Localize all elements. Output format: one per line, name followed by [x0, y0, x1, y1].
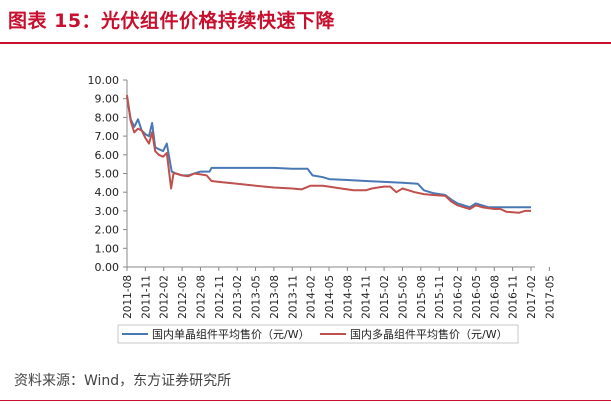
- x-tick-label: 2012-08: [195, 275, 207, 319]
- x-tick-label: 2015-05: [397, 275, 409, 319]
- x-tick-label: 2017-05: [544, 275, 556, 319]
- figure-title: 图表 15：光伏组件价格持续快速下降: [8, 10, 336, 32]
- x-tick-label: 2017-02: [526, 275, 538, 319]
- x-tick-label: 2016-05: [471, 275, 483, 319]
- y-axis: 0.00 1.00 2.00 3.00 4.00 5.00 6.00 7.00 8.00 9.00…: [88, 74, 128, 274]
- y-tick-label: 3.00: [95, 205, 120, 218]
- y-tick-label: 10.00: [88, 74, 120, 87]
- x-tick-label: 2014-02: [306, 275, 318, 319]
- x-tick-label: 2016-02: [453, 275, 465, 319]
- x-tick-label: 2015-02: [379, 275, 391, 319]
- x-tick-label: 2013-02: [232, 275, 244, 319]
- legend-box: [117, 324, 519, 344]
- y-tick-label: 5.00: [95, 168, 120, 181]
- y-tick-label: 7.00: [95, 130, 120, 143]
- y-tick-label: 6.00: [95, 149, 120, 162]
- y-tick-label: 9.00: [95, 93, 120, 106]
- legend: 国内单晶组件平均售价（元/W） 国内多晶组件平均售价（元/W）: [117, 324, 519, 344]
- source-note: 资料来源：Wind，东方证券研究所: [14, 373, 232, 389]
- title-divider: [0, 42, 611, 44]
- y-tick-label: 0.00: [95, 261, 120, 274]
- x-tick-label: 2016-08: [489, 275, 501, 319]
- series-line-1: [126, 96, 531, 209]
- series-lines: [126, 94, 531, 214]
- legend-label-2: 国内多晶组件平均售价（元/W）: [350, 327, 508, 341]
- x-tick-label: 2015-08: [416, 275, 428, 319]
- x-tick-label: 2015-11: [434, 275, 446, 319]
- y-tick-label: 8.00: [95, 111, 120, 124]
- x-tick-label: 2016-11: [508, 275, 520, 319]
- x-tick-label: 2013-05: [251, 275, 263, 319]
- x-axis: 2011-08 2011-11 2012-02 2012-05 2012-08 2012-…: [122, 266, 556, 319]
- y-tick-label: 1.00: [95, 242, 120, 255]
- x-tick-label: 2014-05: [324, 275, 336, 319]
- x-tick-label: 2011-11: [140, 275, 152, 319]
- legend-label-1: 国内单晶组件平均售价（元/W）: [152, 327, 310, 341]
- x-tick-label: 2012-02: [159, 275, 171, 319]
- x-tick-label: 2012-05: [177, 275, 189, 319]
- x-tick-label: 2013-11: [287, 275, 299, 319]
- series-line-2: [126, 94, 531, 214]
- y-tick-label: 4.00: [95, 186, 120, 199]
- x-tick-label: 2012-11: [214, 275, 226, 319]
- x-tick-label: 2014-11: [361, 275, 373, 319]
- x-tick-label: 2011-08: [122, 275, 134, 319]
- y-tick-label: 2.00: [95, 224, 120, 237]
- bottom-divider: [0, 400, 611, 401]
- x-tick-label: 2014-08: [342, 275, 354, 319]
- x-tick-label: 2013-08: [269, 275, 281, 319]
